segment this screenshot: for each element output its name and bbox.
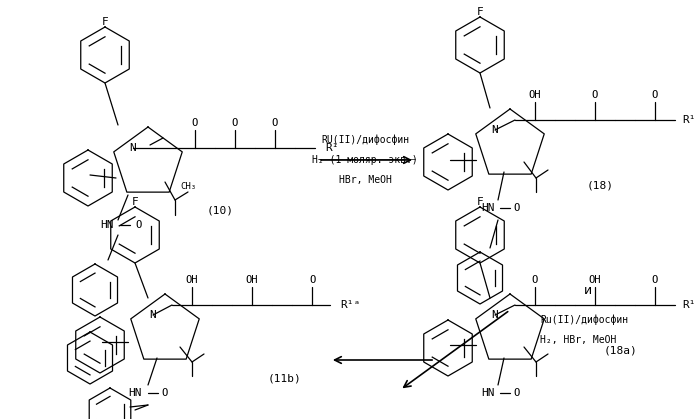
Text: O: O bbox=[162, 388, 168, 398]
Text: H₂ (1 моляр. экв.): H₂ (1 моляр. экв.) bbox=[312, 155, 418, 165]
Text: (18a): (18a) bbox=[603, 345, 637, 355]
Text: F: F bbox=[102, 17, 108, 27]
Text: OH: OH bbox=[589, 275, 601, 285]
Text: O: O bbox=[513, 203, 519, 213]
Text: R¹: R¹ bbox=[325, 143, 339, 153]
Text: F: F bbox=[477, 197, 484, 207]
Text: Ru(II)/дифосфин: Ru(II)/дифосфин bbox=[540, 315, 628, 325]
Text: R¹ᵃ: R¹ᵃ bbox=[340, 300, 360, 310]
Text: R¹: R¹ bbox=[682, 115, 696, 125]
Text: O: O bbox=[272, 118, 278, 128]
Text: HN: HN bbox=[128, 388, 141, 398]
Text: (11b): (11b) bbox=[268, 373, 302, 383]
Text: O: O bbox=[652, 275, 658, 285]
Text: O: O bbox=[652, 90, 658, 100]
Text: N: N bbox=[491, 310, 498, 320]
Text: N: N bbox=[491, 125, 498, 135]
Text: O: O bbox=[232, 118, 238, 128]
Text: HN: HN bbox=[482, 388, 495, 398]
Text: (10): (10) bbox=[206, 205, 234, 215]
Text: H₂, HBr, MeOH: H₂, HBr, MeOH bbox=[540, 335, 617, 345]
Text: OH: OH bbox=[186, 275, 198, 285]
Text: N: N bbox=[150, 310, 156, 320]
Text: HBr, MeOH: HBr, MeOH bbox=[339, 175, 391, 185]
Text: O: O bbox=[309, 275, 315, 285]
Text: HN: HN bbox=[100, 220, 113, 230]
Text: N: N bbox=[130, 143, 136, 153]
Text: RU(II)/дифосфин: RU(II)/дифосфин bbox=[321, 135, 409, 145]
Text: O: O bbox=[532, 275, 538, 285]
Text: O: O bbox=[192, 118, 198, 128]
Text: F: F bbox=[477, 7, 484, 17]
Text: OH: OH bbox=[246, 275, 258, 285]
Text: F: F bbox=[132, 197, 139, 207]
Text: O: O bbox=[592, 90, 598, 100]
Text: и: и bbox=[584, 284, 592, 297]
Text: O: O bbox=[513, 388, 519, 398]
Text: (18): (18) bbox=[587, 180, 613, 190]
Text: R¹: R¹ bbox=[682, 300, 696, 310]
Text: CH₃: CH₃ bbox=[180, 181, 196, 191]
Text: O: O bbox=[135, 220, 141, 230]
Text: OH: OH bbox=[528, 90, 541, 100]
Text: HN: HN bbox=[482, 203, 495, 213]
